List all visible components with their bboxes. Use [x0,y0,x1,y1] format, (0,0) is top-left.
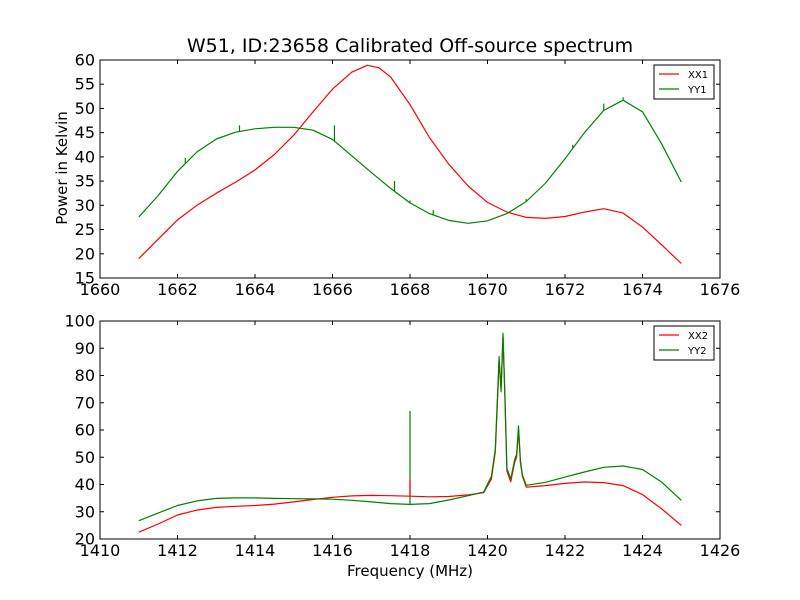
y-tick-label: 20 [75,530,95,549]
x-tick-label: 1416 [312,541,353,560]
legend-label-yy1: YY1 [687,85,707,96]
x-tick-label: 1668 [390,280,431,299]
y-tick-label: 50 [75,99,95,118]
legend-label-xx1: XX1 [688,70,708,81]
x-tick-label: 1414 [235,541,276,560]
y-tick-label: 55 [75,75,95,94]
chart-title: W51, ID:23658 Calibrated Off-source spec… [187,35,633,57]
y-tick-label: 60 [75,421,95,440]
legend-label-xx2: XX2 [688,331,708,342]
y-tick-label: 15 [75,269,95,288]
y-tick-label: 90 [75,339,95,358]
bottom-series-group [138,332,682,533]
top-series-group [138,64,682,264]
bottom-x-axis-label: Frequency (MHz) [347,562,473,580]
top-chart-panel: W51, ID:23658 Calibrated Off-source spec… [53,35,740,299]
x-tick-label: 1410 [80,541,121,560]
x-tick-label: 1666 [312,280,353,299]
legend-box [653,325,715,361]
y-tick-label: 40 [75,475,95,494]
x-tick-label: 1660 [80,280,121,299]
x-tick-label: 1672 [545,280,586,299]
legend-box [653,64,715,100]
y-tick-label: 60 [75,51,95,70]
x-tick-label: 1418 [390,541,431,560]
top-y-axis-label: Power in Kelvin [53,111,71,225]
y-tick-label: 30 [75,196,95,215]
y-tick-label: 25 [75,220,95,239]
y-tick-label: 80 [75,366,95,385]
x-tick-label: 1674 [622,280,663,299]
y-tick-label: 30 [75,502,95,521]
legend-label-yy2: YY2 [687,346,707,357]
y-tick-label: 50 [75,448,95,467]
y-tick-label: 40 [75,147,95,166]
x-tick-label: 1426 [700,541,741,560]
x-tick-label: 1676 [700,280,741,299]
series-line-xx1 [138,64,682,264]
x-tick-label: 1424 [622,541,663,560]
x-tick-label: 1412 [157,541,198,560]
x-tick-label: 1662 [157,280,198,299]
series-line-yy2 [138,332,682,522]
x-tick-label: 1664 [235,280,276,299]
y-tick-label: 45 [75,123,95,142]
x-tick-label: 1420 [467,541,508,560]
bottom-chart-panel: Frequency (MHz) 1410 1412 1414 1416 1418 1420… [64,312,740,581]
y-tick-label: 20 [75,244,95,263]
y-tick-label: 35 [75,172,95,191]
x-tick-label: 1670 [467,280,508,299]
bottom-plot-area: 1410 1412 1414 1416 1418 1420 1422 1424 1426 20 30… [64,312,740,561]
y-tick-label: 70 [75,393,95,412]
x-tick-label: 1422 [545,541,586,560]
y-tick-label: 100 [64,312,95,331]
top-plot-area: 1660 1662 1664 1666 1668 1670 1672 1674 1676 15 20… [75,51,741,300]
